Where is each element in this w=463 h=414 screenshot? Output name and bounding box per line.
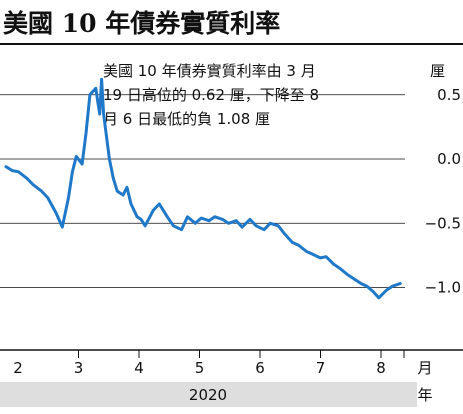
year-unit-label: 年	[417, 386, 432, 404]
y-tick-label-2: −0.5	[425, 214, 461, 232]
chart-title: 美國 10 年債券實質利率	[3, 9, 280, 38]
y-axis-ticks: 0.5 0.0 −0.5 −1.0	[425, 86, 461, 297]
x-tick-label-6: 6	[255, 359, 265, 377]
x-tick-label-4: 4	[134, 359, 144, 377]
x-axis-ticks: 2 3 4 5 6 7 8	[13, 350, 405, 377]
annotation-line-3: 月 6 日最低的負 1.08 厘	[103, 110, 270, 128]
y-unit-label: 厘	[430, 62, 445, 80]
x-tick-label-8: 8	[376, 359, 386, 377]
year-band	[0, 382, 417, 407]
year-label: 2020	[189, 386, 227, 404]
y-tick-label-0: 0.5	[437, 86, 461, 104]
y-tick-label-3: −1.0	[425, 279, 461, 297]
x-unit-label: 月	[417, 359, 432, 377]
x-tick-label-5: 5	[195, 359, 205, 377]
x-tick-label-2: 2	[13, 359, 23, 377]
grid-layer	[0, 94, 405, 288]
annotation-line-1: 美國 10 年債券實質利率由 3 月	[103, 62, 316, 80]
x-tick-label-7: 7	[316, 359, 326, 377]
y-tick-label-1: 0.0	[437, 150, 461, 168]
x-tick-label-3: 3	[74, 359, 84, 377]
series-line-real-yield	[4, 77, 402, 300]
